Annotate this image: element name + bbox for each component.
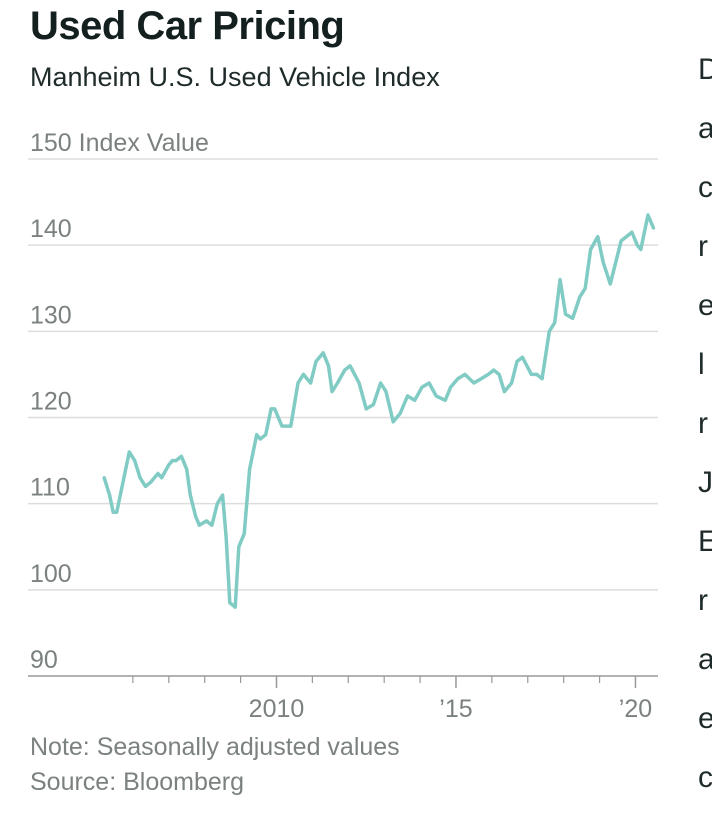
- chart-subtitle: Manheim U.S. Used Vehicle Index: [30, 62, 440, 92]
- clipped-text-line: a: [698, 112, 712, 145]
- clipped-text-line: r: [698, 230, 708, 263]
- clipped-text-line: e: [698, 702, 712, 735]
- x-tick-label: 2010: [249, 695, 305, 723]
- clipped-text-line: l: [698, 348, 705, 381]
- clipped-text-line: r: [698, 407, 708, 440]
- x-tick-label: ’15: [439, 695, 472, 723]
- chart-title: Used Car Pricing: [30, 4, 345, 48]
- clipped-text-line: c: [698, 171, 712, 204]
- y-tick-labels: 90 100 110 120 130 140 150 Index Value: [30, 129, 209, 674]
- clipped-text-line: c: [698, 761, 712, 794]
- y-tick-label: 90: [30, 646, 58, 674]
- clipped-text-line: r: [698, 584, 708, 617]
- clipped-text-line: E: [698, 525, 712, 558]
- y-tick-label: 100: [30, 560, 72, 588]
- y-tick-label: 150 Index Value: [30, 129, 209, 157]
- y-tick-label: 140: [30, 215, 72, 243]
- x-axis: 2010 ’15 ’20: [28, 675, 658, 723]
- x-tick-label: ’20: [619, 695, 652, 723]
- y-tick-label: 130: [30, 301, 72, 329]
- clipped-text-line: e: [698, 289, 712, 322]
- clipped-text-line: J: [698, 466, 712, 499]
- chart-source: Source: Bloomberg: [30, 768, 245, 796]
- grid-lines: [28, 158, 658, 591]
- y-tick-label: 110: [30, 474, 70, 502]
- clipped-text-line: D: [698, 53, 712, 86]
- series-lines: [102, 213, 656, 609]
- chart-note: Note: Seasonally adjusted values: [30, 733, 400, 761]
- y-tick-label: 120: [30, 388, 72, 416]
- clipped-text-line: a: [698, 643, 712, 676]
- index-series-line: [102, 213, 656, 609]
